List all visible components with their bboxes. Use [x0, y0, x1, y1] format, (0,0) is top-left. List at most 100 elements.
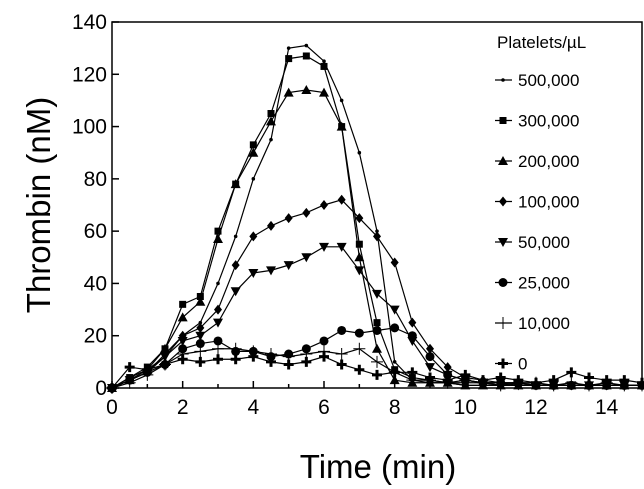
data-point	[443, 362, 452, 373]
x-tick-label: 4	[247, 396, 259, 419]
data-point	[267, 220, 275, 231]
legend-label: 100,000	[518, 193, 579, 212]
x-axis-title: Time (min)	[300, 448, 456, 485]
y-tick-label: 140	[72, 11, 107, 34]
legend-marker	[499, 117, 507, 124]
data-point	[248, 147, 259, 157]
data-point	[198, 320, 203, 325]
data-point	[283, 359, 294, 370]
legend-item: 500,000	[495, 71, 579, 90]
x-tick-label: 10	[454, 396, 477, 419]
y-tick-label: 80	[84, 168, 107, 191]
data-point	[389, 305, 400, 315]
y-tick-label: 40	[84, 272, 107, 295]
legend-label: 50,000	[518, 233, 570, 252]
data-point	[267, 110, 275, 117]
data-point	[372, 325, 382, 335]
data-point	[339, 98, 344, 103]
data-point	[302, 52, 310, 60]
series-line	[111, 348, 642, 389]
data-point	[214, 227, 222, 235]
data-point	[336, 121, 347, 131]
data-point	[407, 331, 417, 341]
data-point	[230, 354, 241, 365]
data-point	[460, 369, 471, 380]
data-point	[337, 194, 346, 205]
data-point	[355, 213, 364, 224]
data-point	[160, 352, 170, 362]
data-point	[160, 343, 170, 353]
legend-label: 500,000	[518, 71, 579, 90]
data-point	[320, 200, 328, 210]
legend-item: 25,000	[495, 274, 570, 293]
y-tick-label: 20	[84, 325, 107, 348]
data-point	[283, 87, 294, 97]
data-point	[319, 351, 329, 362]
data-point	[269, 137, 273, 142]
data-point	[320, 62, 328, 70]
data-point	[304, 43, 309, 48]
data-point	[212, 342, 224, 355]
data-point	[354, 252, 365, 262]
data-point	[335, 348, 348, 361]
data-point	[513, 375, 524, 386]
data-point	[355, 240, 363, 248]
legend-title: Platelets/µL	[497, 33, 586, 52]
data-point	[249, 231, 258, 242]
data-point	[443, 370, 453, 380]
legend-item: 200,000	[495, 152, 579, 171]
data-point	[177, 354, 188, 365]
data-point	[266, 116, 276, 126]
legend-marker	[498, 238, 508, 247]
data-point	[301, 84, 312, 94]
legend-items: 500,000 300,000 200,000 100,000 50,000 25,000…	[495, 71, 579, 374]
legend-marker	[497, 317, 509, 329]
data-point	[301, 356, 312, 367]
plot-frame	[111, 21, 643, 389]
data-point	[142, 364, 153, 375]
data-point	[478, 375, 488, 386]
data-point	[426, 343, 434, 354]
data-point	[322, 59, 326, 64]
data-point	[233, 234, 238, 239]
legend-item: 50,000	[495, 233, 570, 252]
data-point	[284, 213, 293, 224]
legend-label: 10,000	[518, 314, 570, 333]
data-point	[283, 261, 294, 271]
data-point	[336, 242, 347, 252]
data-point	[213, 318, 223, 328]
data-point	[285, 55, 293, 63]
data-point	[177, 336, 188, 346]
data-point	[425, 372, 435, 383]
data-point	[353, 342, 366, 355]
legend-marker	[498, 358, 508, 369]
data-point	[216, 281, 220, 286]
legend-marker	[499, 196, 507, 207]
data-point	[286, 46, 291, 50]
legend-label: 300,000	[518, 112, 579, 131]
data-point	[354, 266, 365, 276]
y-tick-label: 60	[84, 220, 107, 243]
x-tick-label: 6	[318, 396, 330, 419]
x-tick-label: 12	[524, 396, 547, 419]
data-point	[389, 367, 400, 378]
legend-item: 300,000	[495, 112, 579, 131]
legend-label: 0	[518, 355, 527, 374]
data-point	[495, 372, 506, 383]
series-0	[107, 351, 644, 393]
data-point	[213, 354, 223, 365]
data-point	[266, 266, 276, 276]
data-point	[249, 141, 257, 149]
legend: Platelets/µL 500,000 300,000 200,000 100,00…	[495, 33, 586, 374]
data-point	[302, 207, 311, 218]
legend-item: 0	[495, 355, 527, 374]
data-point	[319, 242, 329, 252]
data-point	[196, 322, 205, 333]
data-point	[319, 336, 329, 346]
data-point	[195, 331, 206, 341]
y-axis: 0 20 40 60 80 100 120 140	[72, 11, 119, 400]
data-point	[195, 339, 205, 349]
data-point	[372, 289, 382, 299]
legend-item: 10,000	[495, 314, 570, 333]
